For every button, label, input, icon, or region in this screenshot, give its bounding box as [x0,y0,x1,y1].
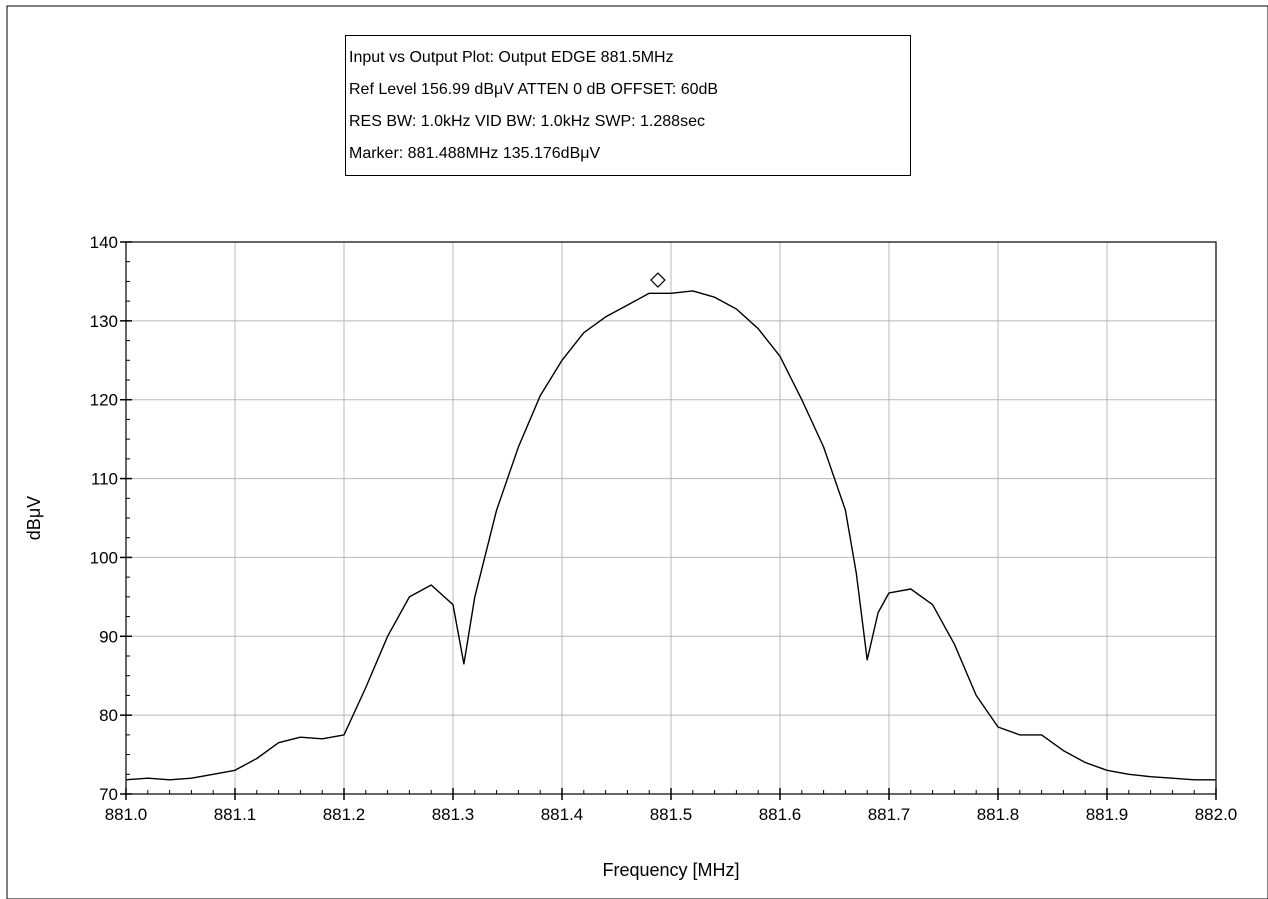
y-tick-label: 70 [99,785,118,804]
y-axis-tick-labels: 70 80 90 100 110 120 130 140 [90,233,118,804]
info-bandwidth-line: RES BW: 1.0kHz VID BW: 1.0kHz SWP: 1.288… [349,113,705,130]
y-tick-label: 90 [99,627,118,646]
x-tick-label: 881.3 [432,805,475,824]
series-line [125,290,1216,781]
y-tick-label: 140 [90,233,118,252]
x-tick-label: 881.0 [105,805,148,824]
x-tick-label: 881.5 [650,805,693,824]
y-tick-label: 110 [91,470,118,489]
info-title-line: Input vs Output Plot: Output EDGE 881.5M… [349,49,674,66]
x-tick-label: 881.7 [868,805,911,824]
x-tick-label: 881.2 [323,805,366,824]
x-tick-label: 882.0 [1195,805,1238,824]
x-axis-ticks [125,788,1217,800]
grid [126,242,1216,794]
x-tick-label: 881.6 [759,805,802,824]
y-axis-title: dBμV [24,496,44,540]
info-ref-level-line: Ref Level 156.99 dBμV ATTEN 0 dB OFFSET:… [349,81,719,98]
x-axis-title: Frequency [MHz] [602,860,739,880]
info-box: Input vs Output Plot: Output EDGE 881.5M… [345,35,911,176]
y-tick-label: 130 [90,312,118,331]
y-tick-label: 100 [90,548,118,567]
outer-frame [6,5,1268,899]
y-tick-label: 80 [99,706,118,725]
x-tick-label: 881.8 [977,805,1020,824]
marker-diamond [650,272,666,288]
info-marker-line: Marker: 881.488MHz 135.176dBμV [349,145,601,162]
x-tick-label: 881.9 [1086,805,1129,824]
x-axis-tick-labels: 881.0 881.1 881.2 881.3 881.4 881.5 881.6 881.7… [105,805,1238,824]
x-tick-label: 881.1 [214,805,257,824]
x-tick-label: 881.4 [541,805,584,824]
y-tick-label: 120 [90,391,118,410]
